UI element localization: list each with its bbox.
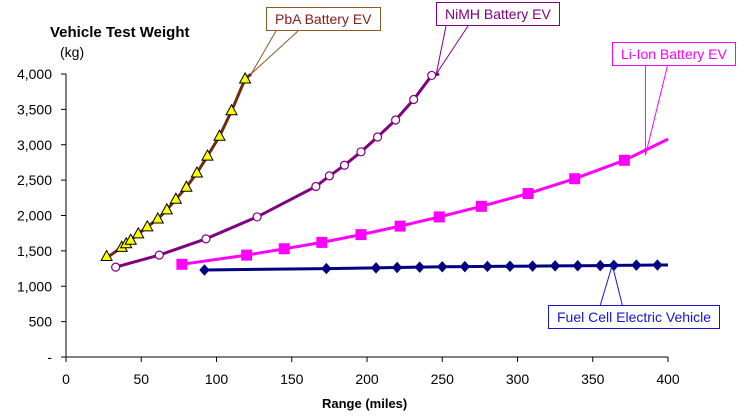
x-tick-label: 100 [205, 371, 229, 387]
data-point-nimh [339, 160, 350, 170]
data-point-pba [100, 249, 113, 262]
y-tick-label: 2,000 [17, 208, 52, 224]
data-point-nimh [409, 94, 419, 105]
data-point-nimh [252, 212, 262, 222]
data-point-nimh [390, 115, 401, 125]
data-point-nimh [356, 147, 366, 157]
data-point-nimh [372, 132, 383, 142]
data-point-pba [238, 71, 252, 84]
data-point-li-ion [176, 258, 188, 270]
data-point-pba [213, 129, 226, 141]
data-point-fuel-cell [527, 260, 538, 272]
data-point-fuel-cell [414, 261, 425, 273]
data-point-pba [201, 149, 214, 161]
callout-pba: PbA Battery EV [266, 7, 381, 31]
data-point-fuel-cell [504, 260, 516, 272]
data-point-li-ion [618, 154, 630, 166]
callout-leader-pba [250, 30, 299, 75]
axes: - 500 1,000 1,500 2,000 2,500 3,000 3,500 4,000 0… [17, 66, 680, 387]
x-axis-label: Range (miles) [322, 396, 408, 411]
x-tick-label: 350 [581, 371, 605, 387]
data-point-fuel-cell [370, 262, 382, 274]
data-point-li-ion [241, 249, 253, 261]
chart-title: Vehicle Test Weight [50, 24, 190, 41]
data-point-pba [140, 219, 154, 232]
callout-nimh: NiMH Battery EV [436, 2, 560, 26]
y-tick-label: 3,000 [17, 137, 52, 153]
data-point-fuel-cell [652, 259, 663, 271]
data-point-fuel-cell [482, 260, 493, 273]
y-tick-label: 3,500 [17, 101, 52, 117]
data-point-pba [169, 192, 183, 204]
data-point-fuel-cell [391, 261, 403, 274]
x-tick-label: 250 [431, 371, 455, 387]
data-point-li-ion [522, 188, 534, 200]
data-point-nimh [427, 70, 437, 81]
y-tick-label: 1,500 [17, 243, 52, 259]
series-line-nimh [115, 72, 440, 269]
data-point-nimh [324, 171, 334, 181]
x-tick-label: 50 [133, 371, 149, 387]
series-lines [105, 72, 669, 272]
data-point-fuel-cell [631, 259, 642, 271]
y-tick-label: 2,500 [17, 172, 52, 188]
data-point-li-ion [475, 200, 487, 212]
data-point-pba [124, 233, 138, 245]
x-tick-label: 150 [280, 371, 304, 387]
data-point-li-ion [394, 220, 406, 232]
data-point-fuel-cell [437, 261, 448, 273]
data-point-nimh [311, 181, 321, 192]
callout-leader-fuel-cell [599, 263, 623, 306]
data-point-fuel-cell [572, 259, 583, 272]
callout-leader-nimh [435, 25, 469, 75]
data-point-pba [160, 202, 174, 215]
callout-leaders [250, 25, 668, 306]
callout-fuel-cell: Fuel Cell Electric Vehicle [548, 305, 721, 329]
x-tick-label: 300 [506, 371, 530, 387]
data-point-li-ion [569, 173, 581, 185]
series-line-li-ion [181, 137, 669, 266]
callout-li-ion: Li-Ion Battery EV [612, 42, 736, 66]
data-point-fuel-cell [199, 264, 210, 276]
y-tick-label: 1,000 [17, 278, 52, 294]
data-point-pba [131, 226, 145, 239]
x-tick-label: 400 [656, 371, 680, 387]
y-tick-label: 4,000 [17, 66, 52, 82]
x-tick-label: 200 [355, 371, 379, 387]
x-tick-label: 0 [62, 371, 70, 387]
data-point-li-ion [278, 243, 290, 255]
data-point-li-ion [355, 229, 367, 241]
data-point-nimh [201, 234, 211, 244]
data-point-li-ion [316, 236, 328, 248]
data-point-fuel-cell [321, 262, 332, 275]
series-markers [100, 70, 663, 276]
data-point-fuel-cell [595, 259, 606, 272]
data-point-pba [180, 180, 193, 192]
data-point-pba [190, 166, 204, 178]
y-tick-label: 500 [29, 314, 53, 330]
y-axis-label: (kg) [60, 44, 85, 60]
data-point-nimh [111, 262, 121, 272]
data-point-fuel-cell [549, 260, 561, 272]
data-point-li-ion [433, 211, 445, 223]
data-point-nimh [154, 250, 164, 260]
data-point-pba [151, 211, 165, 224]
callout-leader-li-ion [644, 65, 668, 156]
data-point-pba [225, 103, 238, 116]
data-point-fuel-cell [459, 260, 470, 273]
y-tick-label: - [47, 349, 52, 365]
